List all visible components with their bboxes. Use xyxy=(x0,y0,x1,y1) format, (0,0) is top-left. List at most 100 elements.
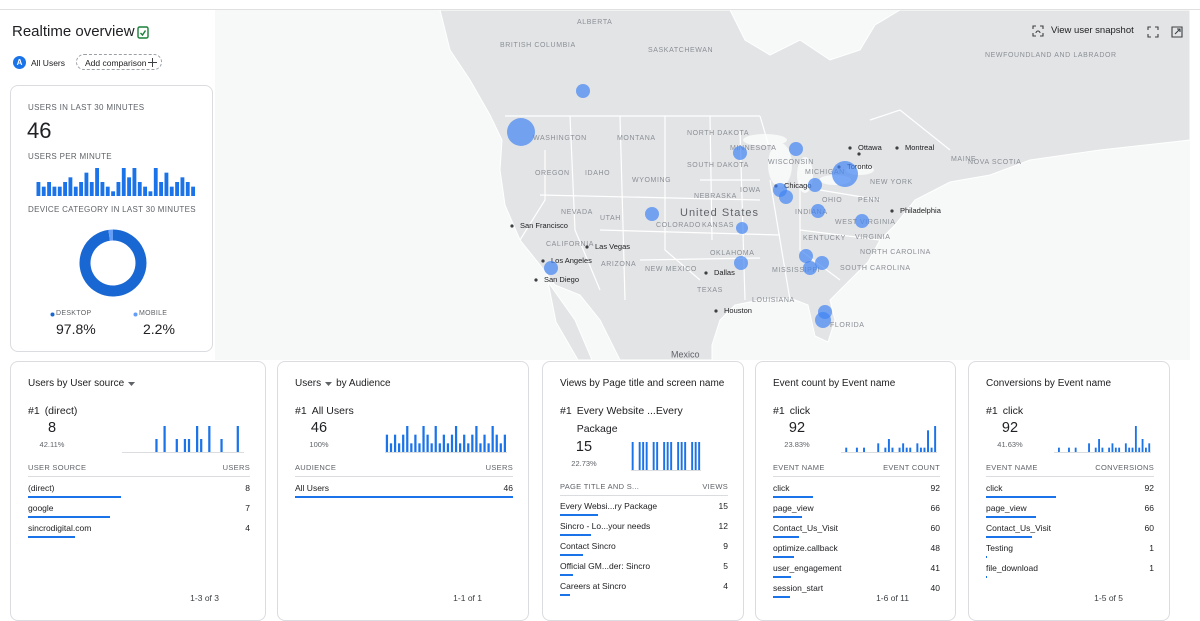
map-label: Los Angeles xyxy=(551,256,592,265)
minute-bar xyxy=(111,191,115,196)
minute-bar xyxy=(53,187,57,196)
row-name[interactable]: google xyxy=(28,503,54,513)
header-divider xyxy=(28,476,250,477)
row-bar xyxy=(560,574,573,576)
user-bubble xyxy=(789,142,803,156)
top-rank: #1 xyxy=(986,405,998,420)
trend-bar xyxy=(1088,443,1090,452)
row-name[interactable]: Official GM...der: Sincro xyxy=(560,561,650,571)
user-bubble xyxy=(507,118,535,146)
city-dot xyxy=(541,259,544,262)
city-dot xyxy=(585,245,588,248)
trend-bar xyxy=(856,448,858,452)
row-name[interactable]: Testing xyxy=(986,543,1013,553)
row-name[interactable]: optimize.callback xyxy=(773,543,838,553)
trend-bar xyxy=(447,443,449,452)
row-value: 60 xyxy=(931,523,940,533)
card-title-part: by Audience xyxy=(336,378,391,390)
trend-bar xyxy=(1148,443,1150,452)
row-name[interactable]: click xyxy=(773,483,790,493)
column-header: AUDIENCE xyxy=(295,463,336,472)
minute-bar xyxy=(165,173,169,196)
top-rank: #1 xyxy=(295,405,307,420)
row-name[interactable]: Every Websi...ry Package xyxy=(560,501,657,511)
city-dot xyxy=(534,278,537,281)
map-label: OHIO xyxy=(822,197,842,204)
map-label: Philadelphia xyxy=(900,206,942,215)
row-name[interactable]: (direct) xyxy=(28,483,54,493)
caret xyxy=(325,382,332,386)
trend-chart xyxy=(1054,424,1151,454)
trend-bar xyxy=(463,435,465,452)
add-comparison[interactable]: Add comparison xyxy=(76,54,162,70)
trend-bar xyxy=(176,439,178,452)
trend-bar xyxy=(439,443,441,452)
row-name[interactable]: sincrodigital.com xyxy=(28,523,91,533)
row-name[interactable]: Contact Sincro xyxy=(560,541,616,551)
card-title[interactable]: Users by User source xyxy=(28,378,135,390)
trend-bar xyxy=(1101,448,1103,452)
row-name[interactable]: Contact_Us_Visit xyxy=(773,523,838,533)
minute-bar xyxy=(37,182,41,196)
donut-segment xyxy=(85,235,141,291)
toolbar-icon[interactable] xyxy=(1147,26,1159,38)
row-name[interactable]: click xyxy=(986,483,1003,493)
icon-check xyxy=(141,31,146,36)
row-name[interactable]: file_download xyxy=(986,563,1038,573)
minute-bar xyxy=(95,168,99,196)
trend-bar xyxy=(670,442,672,470)
top-rank: #1 xyxy=(773,405,785,420)
row-value: 60 xyxy=(1145,523,1154,533)
trend-bar xyxy=(695,442,697,470)
trend-chart xyxy=(841,424,937,454)
minute-bar xyxy=(159,182,163,196)
row-name[interactable]: user_engagement xyxy=(773,563,842,573)
row-name[interactable]: Careers at Sincro xyxy=(560,581,626,591)
minute-bar xyxy=(74,187,78,196)
snapshot-icon xyxy=(1032,25,1044,37)
trend-bar xyxy=(496,435,498,452)
trend-bar xyxy=(891,448,893,452)
icon-body xyxy=(138,27,148,38)
minute-bar xyxy=(127,177,131,196)
minute-bar xyxy=(58,187,62,196)
minute-bar xyxy=(154,168,158,196)
trend-bar xyxy=(1128,448,1130,452)
row-name[interactable]: All Users xyxy=(295,483,329,493)
card-title-part: Conversions by Event name xyxy=(986,378,1111,390)
row-name[interactable]: page_view xyxy=(773,503,814,513)
trend-bar xyxy=(475,426,477,452)
top-share: 22.73% xyxy=(571,459,596,468)
trend-bar xyxy=(920,448,922,452)
map-label: Mexico xyxy=(671,349,700,359)
trend-bar xyxy=(906,448,908,452)
row-name[interactable]: session_start xyxy=(773,583,823,593)
trend-bar xyxy=(888,439,890,452)
column-header: PAGE TITLE AND S... xyxy=(560,482,639,491)
minute-bar xyxy=(133,168,137,196)
row-name[interactable]: page_view xyxy=(986,503,1027,513)
top-item: #1(direct) xyxy=(28,405,77,420)
plus-icon xyxy=(148,58,157,67)
minute-bar xyxy=(149,191,153,196)
row-value: 1 xyxy=(1149,543,1154,553)
trend-bar xyxy=(471,435,473,452)
user-snapshot-button[interactable]: View user snapshot xyxy=(1032,24,1138,39)
toolbar-icon[interactable] xyxy=(1171,26,1183,38)
minute-bar xyxy=(47,182,51,196)
row-name[interactable]: Sincro - Lo...your needs xyxy=(560,521,650,531)
header-divider xyxy=(773,476,940,477)
trend-bar xyxy=(663,442,665,470)
trend-bar xyxy=(863,448,865,452)
map-label: TEXAS xyxy=(697,287,723,294)
row-name[interactable]: Contact_Us_Visit xyxy=(986,523,1051,533)
minute-bar xyxy=(181,177,185,196)
map-label: NORTH DAKOTA xyxy=(687,130,749,137)
